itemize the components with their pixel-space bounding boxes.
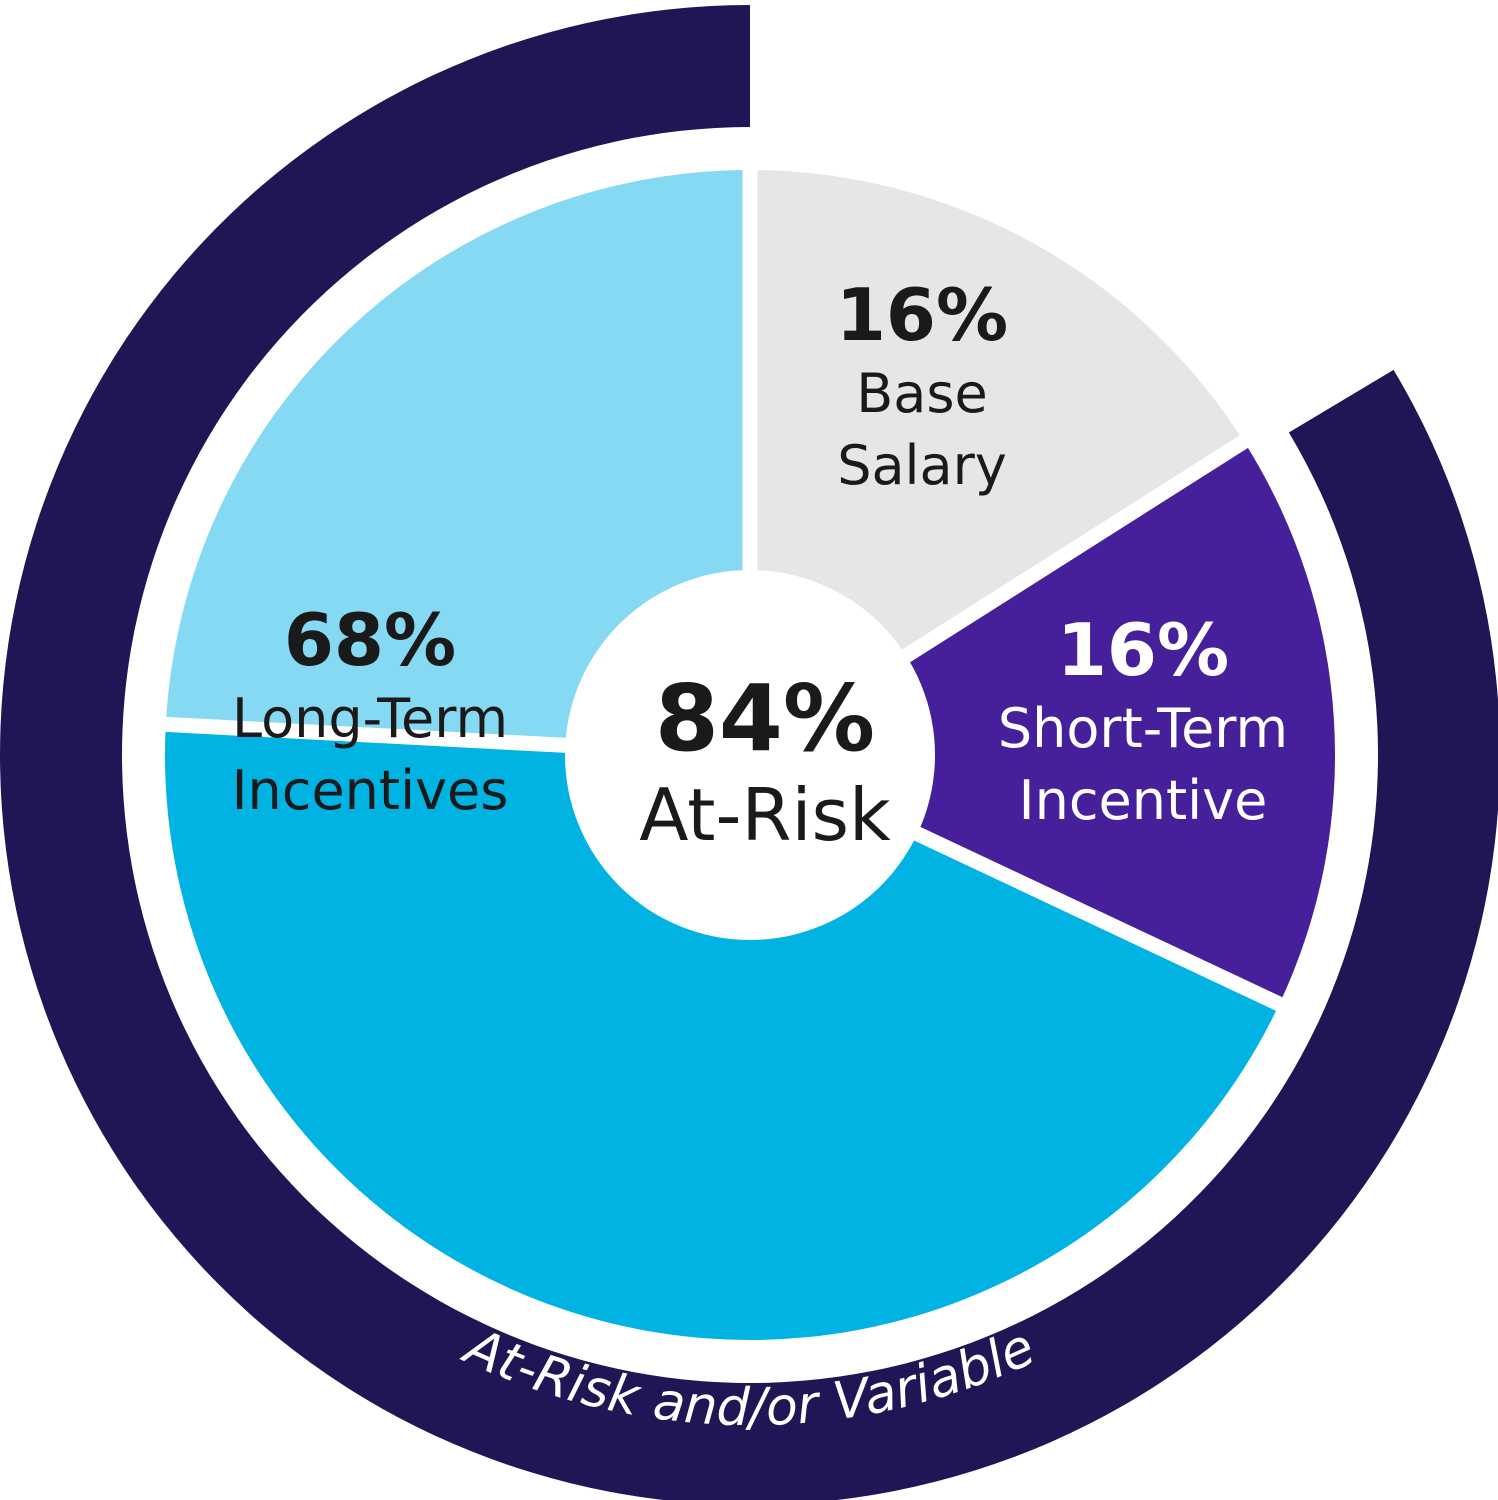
slice-short-term xyxy=(750,441,1335,1005)
slice-layer xyxy=(160,165,1335,1340)
center-category-label: At-Risk xyxy=(639,773,891,857)
label-layer: 16%BaseSalary16%Short-TermIncentive68%Lo… xyxy=(232,273,1289,857)
value-label-long-term: 68% xyxy=(284,598,456,682)
category-label-short-term: Short-Term xyxy=(998,697,1288,760)
center-value-label: 84% xyxy=(655,665,875,772)
value-label-base-salary: 16% xyxy=(836,273,1008,357)
slice-base-salary xyxy=(750,170,1244,755)
center-hole xyxy=(565,570,935,940)
label-base-salary: 16%Base Salary xyxy=(836,273,1008,497)
category-label-long-term: Incentives xyxy=(232,759,509,822)
category-label-base-salary: Salary xyxy=(837,434,1007,497)
category-label-base-salary: Base xyxy=(856,362,988,425)
category-label-short-term: Incentive xyxy=(1019,769,1268,832)
label-long-term: 68%Long-Term Incentives xyxy=(232,598,509,822)
label-short-term: 16%Short-Term Incentive xyxy=(998,608,1288,832)
category-label-long-term: Long-Term xyxy=(232,687,508,750)
value-label-short-term: 16% xyxy=(1057,608,1229,692)
slice-long-term-highlight xyxy=(165,170,750,755)
center-label: 84%At-Risk xyxy=(639,665,891,857)
